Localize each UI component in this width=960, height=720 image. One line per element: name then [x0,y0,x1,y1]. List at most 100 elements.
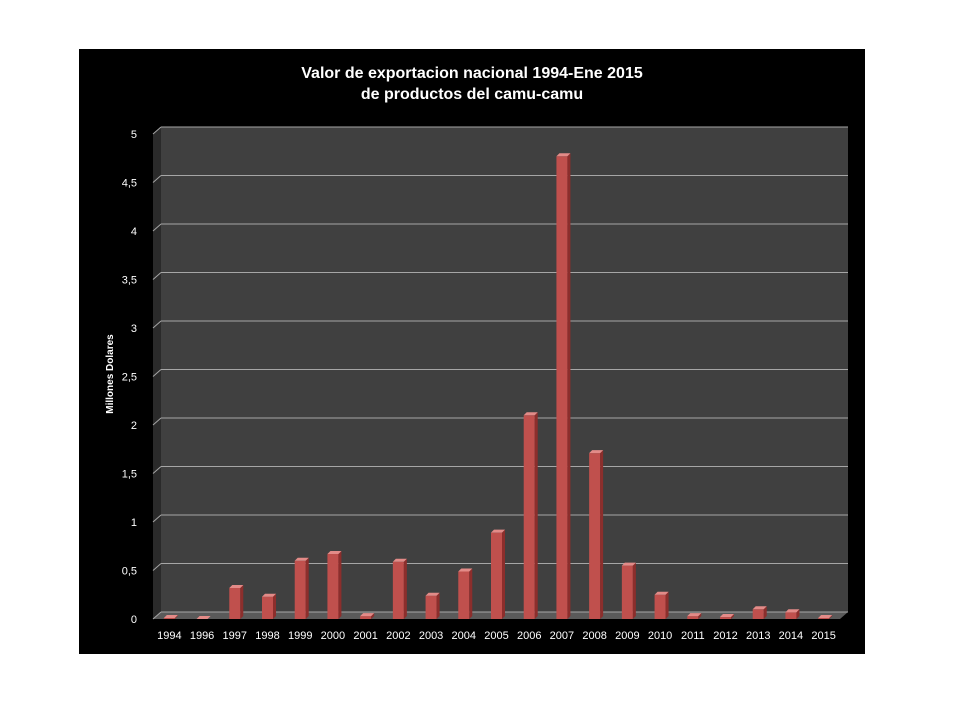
bar-side [240,584,244,619]
x-tick-label: 2008 [582,630,606,642]
x-tick-label: 2001 [353,630,377,642]
bar-front [327,554,339,619]
chart-title-line-1: Valor de exportacion nacional 1994-Ene 2… [301,65,643,82]
y-tick-label: 4,5 [122,178,137,190]
bar-front [785,612,797,619]
y-tick-label: 1,5 [122,469,137,481]
bar-front [458,571,470,619]
bar-side [338,551,342,619]
bar-front [262,596,273,619]
bar-top [720,614,734,618]
bar-top [621,562,636,566]
gridline-side [152,611,162,620]
bar [229,584,244,619]
bar-top [752,606,767,610]
bar-front [654,594,666,619]
x-tick-label: 2003 [419,630,443,642]
bar-front [491,532,502,619]
y-tick-label: 5 [131,129,137,141]
bar-top [458,568,473,572]
bar-top [262,593,276,597]
x-tick-label: 1994 [157,630,181,642]
bar [262,593,276,619]
bar-front [523,415,535,619]
gridline-side [152,417,162,426]
x-tick-label: 2010 [648,630,672,642]
bar-top [687,613,702,617]
bar [196,616,211,619]
x-tick-label: 1997 [223,630,247,642]
bar-front [752,609,764,619]
x-tick-label: 2013 [746,630,770,642]
bar-front [720,617,731,619]
chart-panel: Valor de exportacion nacional 1994-Ene 2… [79,49,865,654]
bar-side [403,558,407,619]
bar-front [392,561,404,619]
bar [360,613,375,619]
x-tick-label: 2005 [484,630,508,642]
bar-top [785,609,800,613]
bar-side [632,562,636,619]
bar-side [436,592,440,619]
bar-front [425,595,437,619]
bar [589,450,604,619]
x-tick-label: 2006 [517,630,541,642]
bar-side [502,529,505,619]
bar-top [654,591,669,595]
bar-front [360,616,372,619]
bar-top [425,592,440,596]
bar [458,568,473,619]
bar [818,615,833,619]
bar-side [469,568,473,619]
bar-side [371,613,375,619]
bar [294,557,309,619]
gridlines [152,126,848,620]
y-tick-label: 4 [131,226,137,238]
bar [687,613,702,619]
bar-top [327,551,342,555]
gridline-side [152,514,162,523]
bar-side [305,557,309,619]
y-tick-label: 1 [131,517,137,529]
bar [327,551,342,619]
bar-side [534,412,538,619]
bar-front [621,565,633,619]
bar-top [556,153,571,157]
bar-side [567,153,571,619]
bar [491,529,505,619]
bar-side [731,614,734,619]
x-tick-label: 2000 [321,630,345,642]
bar-side [273,593,276,619]
gridline-side [152,369,162,377]
bar-front [687,616,699,619]
bar [621,562,636,619]
bar-front [294,560,306,619]
y-tick-label: 2 [131,420,137,432]
x-tick-label: 2009 [615,630,639,642]
gridline-side [152,320,162,329]
x-tick-label: 2012 [713,630,737,642]
bar-front [556,156,568,619]
bar-front [589,453,601,619]
x-tick-label: 2015 [811,630,835,642]
chart-title: Valor de exportacion nacional 1994-Ene 2… [79,63,865,105]
bar [163,615,178,619]
bar-top [229,584,244,588]
bar [752,606,767,619]
bar-side [698,613,702,619]
gridline-side [152,466,162,474]
y-tick-label: 3,5 [122,275,137,287]
bar-top [589,450,604,454]
bar [720,614,734,619]
x-tick-label: 2011 [681,630,705,642]
bar-top [294,557,309,561]
x-tick-label: 2007 [550,630,574,642]
gridline-side [152,223,162,232]
gridline-side [152,175,162,183]
gridline-side [152,126,162,135]
bar-side [763,606,767,619]
bar-front [163,618,175,619]
bar-top [523,412,538,416]
bars [163,153,833,619]
bar-top [818,615,833,619]
